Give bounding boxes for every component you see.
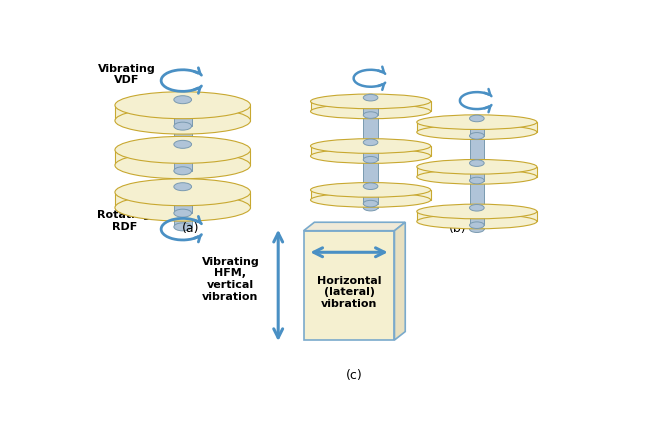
Ellipse shape — [469, 132, 484, 139]
Ellipse shape — [469, 222, 484, 228]
Polygon shape — [174, 100, 191, 126]
Ellipse shape — [174, 140, 191, 148]
Polygon shape — [311, 146, 431, 156]
Polygon shape — [363, 98, 378, 207]
Ellipse shape — [363, 94, 378, 101]
Ellipse shape — [174, 96, 191, 104]
Ellipse shape — [469, 160, 484, 166]
Polygon shape — [311, 190, 431, 200]
Polygon shape — [417, 167, 537, 177]
Ellipse shape — [311, 149, 431, 163]
Ellipse shape — [469, 115, 484, 122]
Ellipse shape — [174, 209, 191, 217]
Ellipse shape — [363, 112, 378, 118]
Polygon shape — [363, 142, 378, 160]
Ellipse shape — [417, 204, 537, 219]
Ellipse shape — [363, 204, 378, 211]
Ellipse shape — [417, 160, 537, 174]
Ellipse shape — [174, 167, 191, 175]
Ellipse shape — [363, 156, 378, 163]
Polygon shape — [174, 145, 191, 171]
Text: (a): (a) — [182, 222, 199, 235]
Polygon shape — [174, 102, 191, 227]
Ellipse shape — [311, 183, 431, 197]
Polygon shape — [363, 186, 378, 204]
Text: Vibrating
VDF: Vibrating VDF — [98, 64, 155, 85]
Ellipse shape — [311, 104, 431, 118]
Ellipse shape — [174, 122, 191, 130]
Polygon shape — [304, 222, 405, 231]
Ellipse shape — [115, 107, 251, 134]
Ellipse shape — [469, 177, 484, 184]
Polygon shape — [363, 98, 378, 115]
Polygon shape — [469, 118, 484, 136]
Ellipse shape — [311, 94, 431, 108]
Polygon shape — [469, 208, 484, 225]
Ellipse shape — [417, 214, 537, 229]
Ellipse shape — [469, 115, 484, 122]
Ellipse shape — [417, 115, 537, 129]
Polygon shape — [395, 222, 405, 340]
Ellipse shape — [311, 139, 431, 153]
Polygon shape — [174, 187, 191, 213]
Ellipse shape — [174, 183, 191, 191]
Ellipse shape — [363, 139, 378, 146]
Ellipse shape — [363, 201, 378, 207]
Polygon shape — [115, 150, 251, 165]
Polygon shape — [304, 231, 395, 340]
Text: Vibrating
HFM,
vertical
vibration: Vibrating HFM, vertical vibration — [201, 257, 259, 302]
Ellipse shape — [174, 97, 191, 105]
Text: Horizontal
(lateral)
vibration: Horizontal (lateral) vibration — [317, 276, 381, 309]
Ellipse shape — [311, 193, 431, 207]
Polygon shape — [417, 122, 537, 132]
Polygon shape — [469, 163, 484, 181]
Ellipse shape — [115, 92, 251, 118]
Ellipse shape — [417, 125, 537, 139]
Text: (c): (c) — [346, 369, 363, 382]
Polygon shape — [469, 118, 484, 229]
Ellipse shape — [115, 194, 251, 221]
Text: Rotating
RDF: Rotating RDF — [98, 210, 151, 231]
Ellipse shape — [115, 179, 251, 206]
Ellipse shape — [363, 183, 378, 190]
Ellipse shape — [115, 136, 251, 163]
Polygon shape — [115, 105, 251, 121]
Polygon shape — [417, 211, 537, 221]
Ellipse shape — [417, 170, 537, 184]
Ellipse shape — [469, 226, 484, 233]
Ellipse shape — [363, 94, 378, 101]
Ellipse shape — [174, 223, 191, 231]
Ellipse shape — [469, 204, 484, 211]
Polygon shape — [311, 102, 431, 112]
Polygon shape — [115, 192, 251, 207]
Text: (b): (b) — [449, 222, 467, 235]
Ellipse shape — [115, 152, 251, 179]
